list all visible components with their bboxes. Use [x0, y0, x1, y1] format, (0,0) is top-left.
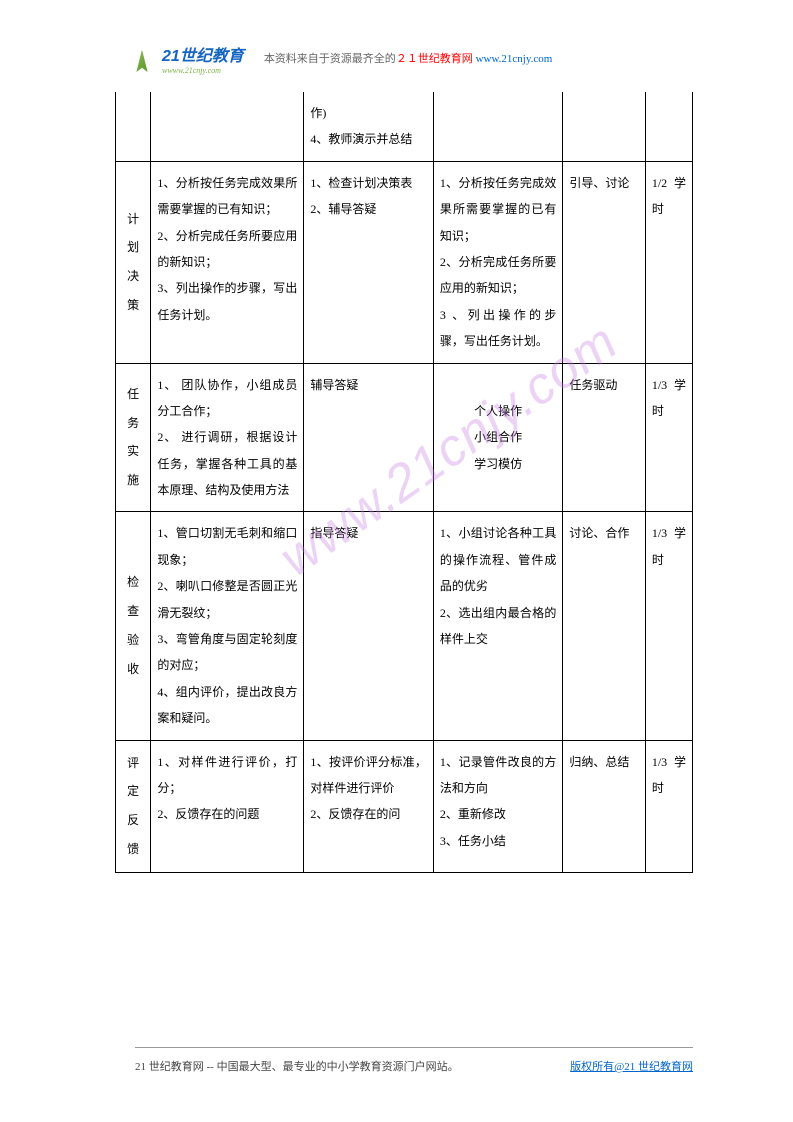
- cell-c3: 作)4、教师演示并总结: [304, 92, 434, 161]
- cell-c5: 任务驱动: [563, 363, 645, 512]
- cell-c5: 归纳、总结: [563, 740, 645, 872]
- header-url: www.21cnjy.com: [473, 53, 553, 65]
- cell-c6: 1/3学时: [645, 363, 692, 512]
- header-brand: ２１世纪教育网: [396, 53, 473, 65]
- header-prefix: 本资料来自于资源最齐全的: [264, 53, 396, 65]
- table-row: 作)4、教师演示并总结: [116, 92, 693, 161]
- cell-c5: [563, 92, 645, 161]
- table-row: 任务实施1、 团队协作，小组成员分工合作；2、 进行调研，根据设计任务，掌握各种…: [116, 363, 693, 512]
- cell-c3: 1、检查计划决策表2、辅导答疑: [304, 161, 434, 363]
- logo-icon: [128, 44, 156, 72]
- page-header: 21世纪教育 wwww.21cnjy.com 本资料来自于资源最齐全的２１世纪教…: [128, 38, 693, 78]
- cell-c4: [433, 92, 563, 161]
- header-caption: 本资料来自于资源最齐全的２１世纪教育网 www.21cnjy.com: [264, 50, 553, 66]
- cell-c6: 1/2学时: [645, 161, 692, 363]
- table-row: 评定反馈1、对样件进行评价，打分；2、反馈存在的问题1、按评价评分标准，对样件进…: [116, 740, 693, 872]
- cell-c6: 1/3学时: [645, 740, 692, 872]
- logo: 21世纪教育 wwww.21cnjy.com: [128, 42, 244, 75]
- cell-c2: [151, 92, 304, 161]
- row-label: 评定反馈: [116, 740, 151, 872]
- cell-c3: 指导答疑: [304, 512, 434, 740]
- row-label: 任务实施: [116, 363, 151, 512]
- footer-link[interactable]: 版权所有@21 世纪教育网: [570, 1058, 693, 1074]
- lesson-plan-table: 作)4、教师演示并总结计划决策1、分析按任务完成效果所需要掌握的已有知识；2、分…: [115, 92, 693, 873]
- cell-c4: 个人操作小组合作学习模仿: [433, 363, 563, 512]
- footer-text: 21 世纪教育网 -- 中国最大型、最专业的中小学教育资源门户网站。: [135, 1061, 459, 1073]
- row-label: 检查验收: [116, 512, 151, 740]
- cell-c5: 讨论、合作: [563, 512, 645, 740]
- row-label: [116, 92, 151, 161]
- cell-c3: 1、按评价评分标准，对样件进行评价2、反馈存在的问: [304, 740, 434, 872]
- cell-c3: 辅导答疑: [304, 363, 434, 512]
- cell-c5: 引导、讨论: [563, 161, 645, 363]
- cell-c6: 1/3学时: [645, 512, 692, 740]
- cell-c4: 1、小组讨论各种工具的操作流程、管件成品的优劣2、选出组内最合格的样件上交: [433, 512, 563, 740]
- cell-c2: 1、分析按任务完成效果所需要掌握的已有知识；2、分析完成任务所要应用的新知识；3…: [151, 161, 304, 363]
- table-row: 检查验收1、管口切割无毛刺和缩口现象；2、喇叭口修整是否圆正光滑无裂纹；3、弯管…: [116, 512, 693, 740]
- table-row: 计划决策1、分析按任务完成效果所需要掌握的已有知识；2、分析完成任务所要应用的新…: [116, 161, 693, 363]
- main-content: 作)4、教师演示并总结计划决策1、分析按任务完成效果所需要掌握的已有知识；2、分…: [115, 92, 693, 873]
- cell-c6: [645, 92, 692, 161]
- row-label: 计划决策: [116, 161, 151, 363]
- cell-c4: 1、记录管件改良的方法和方向2、重新修改3、任务小结: [433, 740, 563, 872]
- cell-c2: 1、对样件进行评价，打分；2、反馈存在的问题: [151, 740, 304, 872]
- cell-c2: 1、管口切割无毛刺和缩口现象；2、喇叭口修整是否圆正光滑无裂纹；3、弯管角度与固…: [151, 512, 304, 740]
- logo-url: wwww.21cnjy.com: [162, 66, 244, 75]
- logo-text-wrap: 21世纪教育 wwww.21cnjy.com: [162, 42, 244, 75]
- cell-c2: 1、 团队协作，小组成员分工合作；2、 进行调研，根据设计任务，掌握各种工具的基…: [151, 363, 304, 512]
- page-footer: 21 世纪教育网 -- 中国最大型、最专业的中小学教育资源门户网站。 版权所有@…: [135, 1047, 693, 1074]
- logo-brand: 21世纪教育: [162, 48, 244, 65]
- cell-c4: 1、分析按任务完成效果所需要掌握的已有知识；2、分析完成任务所要应用的新知识；3…: [433, 161, 563, 363]
